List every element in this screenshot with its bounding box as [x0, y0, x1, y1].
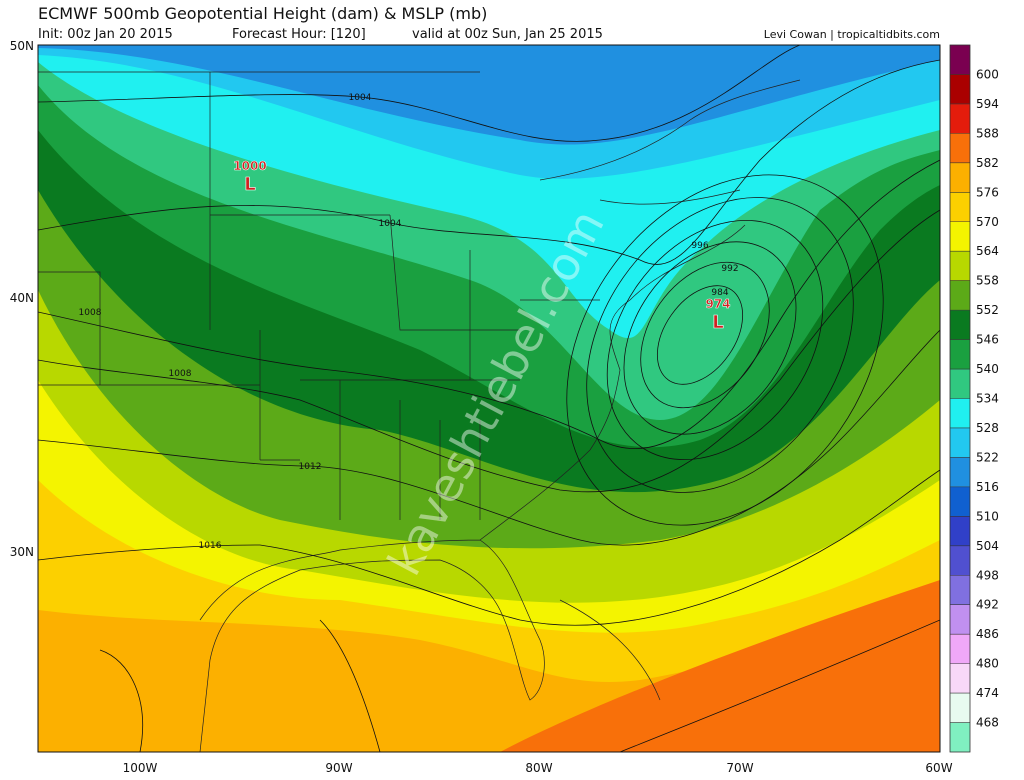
contour-label: 1008 — [169, 369, 192, 379]
colorbar-label: 534 — [976, 392, 999, 406]
colorbar-label: 480 — [976, 657, 999, 671]
colorbar-box — [950, 310, 970, 340]
colorbar-box — [950, 280, 970, 311]
credit: Levi Cowan | tropicaltidbits.com — [764, 28, 940, 41]
borders — [38, 71, 801, 752]
longitude-label: 100W — [123, 761, 158, 775]
colorbar-label: 516 — [976, 480, 999, 494]
colorbar-box — [950, 545, 970, 576]
colorbar-label: 582 — [976, 156, 999, 170]
colorbar-label: 486 — [976, 627, 999, 641]
title: ECMWF 500mb Geopotential Height (dam) & … — [38, 4, 487, 23]
latitude-label: 30N — [10, 545, 34, 559]
colorbar-box — [950, 251, 970, 281]
colorbar-box — [950, 486, 970, 517]
colorbar-label: 552 — [976, 303, 999, 317]
contour-label: 1016 — [199, 541, 222, 551]
colorbar-label: 492 — [976, 598, 999, 612]
latitude-label: 40N — [10, 291, 34, 305]
colorbar-label: 522 — [976, 450, 999, 464]
latitude-label: 50N — [10, 39, 34, 53]
low-symbol: L — [712, 312, 723, 333]
height-bands — [38, 45, 940, 752]
forecast-hour: Forecast Hour: [120] — [232, 27, 366, 42]
colorbar-label: 504 — [976, 539, 999, 553]
colorbar-label: 588 — [976, 126, 999, 140]
contour-label: 1004 — [379, 219, 402, 229]
colorbar-label: 600 — [976, 67, 999, 81]
colorbar-label: 528 — [976, 421, 999, 435]
colorbar-label: 558 — [976, 274, 999, 288]
colorbar-box — [950, 162, 970, 193]
colorbar-label: 576 — [976, 185, 999, 199]
colorbar-box — [950, 722, 970, 752]
band — [500, 580, 940, 752]
longitude-label: 60W — [925, 761, 952, 775]
colorbar-frame — [949, 44, 971, 753]
colorbar-label: 594 — [976, 97, 999, 111]
contour-label: 1008 — [79, 308, 102, 318]
longitude-label: 70W — [726, 761, 753, 775]
contour-label: 992 — [721, 264, 738, 274]
colorbar-label: 546 — [976, 333, 999, 347]
low-pressure-value: 1000 — [233, 159, 266, 173]
colorbar-box — [950, 663, 970, 694]
colorbar-label: 510 — [976, 509, 999, 523]
colorbar-box — [950, 192, 970, 222]
colorbar-box — [950, 693, 970, 723]
colorbar-label: 468 — [976, 716, 999, 730]
init-time: Init: 00z Jan 20 2015 — [38, 27, 173, 42]
low-symbol: L — [244, 174, 255, 195]
colorbar-box — [950, 575, 970, 605]
colorbar: 600 594 588 582 576 570 564 558 552 546 540 534 528 5… — [949, 44, 999, 753]
colorbar-box — [950, 339, 970, 370]
longitude-label: 80W — [525, 761, 552, 775]
map-frame — [37, 44, 941, 753]
colorbar-label: 474 — [976, 686, 999, 700]
colorbar-box — [950, 398, 970, 428]
contour-label: 1004 — [349, 93, 372, 103]
colorbar-box — [950, 457, 970, 487]
colorbar-label: 570 — [976, 215, 999, 229]
longitude-label: 90W — [325, 761, 352, 775]
colorbar-box — [950, 604, 970, 635]
colorbar-box — [950, 634, 970, 664]
colorbar-box — [950, 133, 970, 163]
isobars — [38, 45, 940, 752]
axes: 50N 40N 30N 100W 90W 80W 70W 60W — [10, 39, 953, 775]
colorbar-label: 540 — [976, 362, 999, 376]
colorbar-box — [950, 74, 970, 104]
valid-time: valid at 00z Sun, Jan 25 2015 — [412, 27, 603, 42]
colorbar-box — [950, 369, 970, 399]
colorbar-box — [950, 221, 970, 252]
low-pressure-value: 974 — [705, 297, 730, 311]
colorbar-label: 564 — [976, 244, 999, 258]
colorbar-box — [950, 45, 970, 75]
contour-label: 1012 — [299, 462, 322, 472]
contour-label: 996 — [691, 241, 708, 251]
contour-label: 984 — [711, 288, 728, 298]
colorbar-box — [950, 516, 970, 546]
colorbar-box — [950, 103, 970, 134]
colorbar-label: 498 — [976, 568, 999, 582]
colorbar-box — [950, 427, 970, 458]
